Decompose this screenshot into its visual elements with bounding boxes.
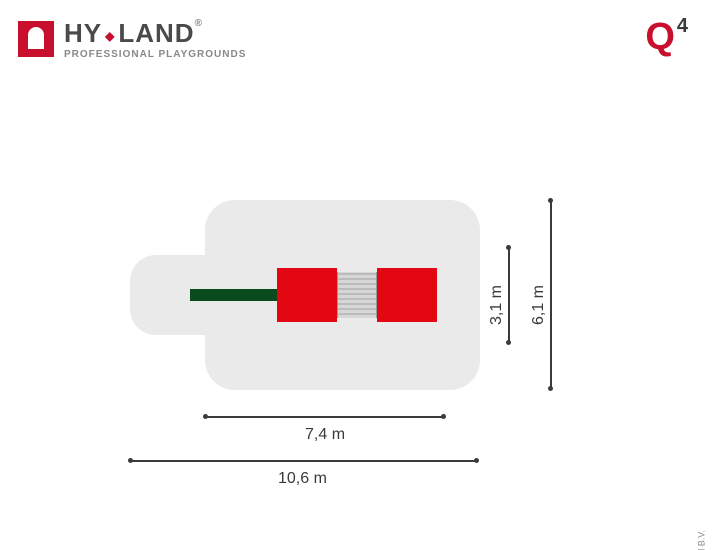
brand-tagline: PROFESSIONAL PLAYGROUNDS <box>64 49 246 60</box>
diamond-icon: ◆ <box>105 29 115 43</box>
bridge <box>337 272 377 318</box>
dimension-label: 7,4 m <box>305 426 345 444</box>
entry-beam <box>190 289 277 301</box>
model-series: Q <box>645 16 675 58</box>
logo-wordmark: HY◆LAND® <box>64 18 246 49</box>
dimension-label: 6,1 m <box>530 285 548 325</box>
playground-apparatus <box>190 276 450 314</box>
registered-mark: ® <box>195 18 203 29</box>
logo-text: HY◆LAND® PROFESSIONAL PLAYGROUNDS <box>64 18 246 60</box>
copyright: © 2015 Hy-land B.V. <box>696 530 706 550</box>
plan-canvas <box>130 200 478 390</box>
model-code: Q4 <box>645 18 686 56</box>
model-number: 4 <box>677 15 688 37</box>
brand-prefix: HY <box>64 18 102 48</box>
dimension-label: 10,6 m <box>278 470 327 488</box>
brand-suffix: LAND <box>118 18 194 48</box>
tower-right <box>377 268 437 322</box>
logo-tower-icon <box>18 21 54 57</box>
dimension-label: 3,1 m <box>488 285 506 325</box>
tower-left <box>277 268 337 322</box>
brand-logo: HY◆LAND® PROFESSIONAL PLAYGROUNDS <box>18 18 246 60</box>
